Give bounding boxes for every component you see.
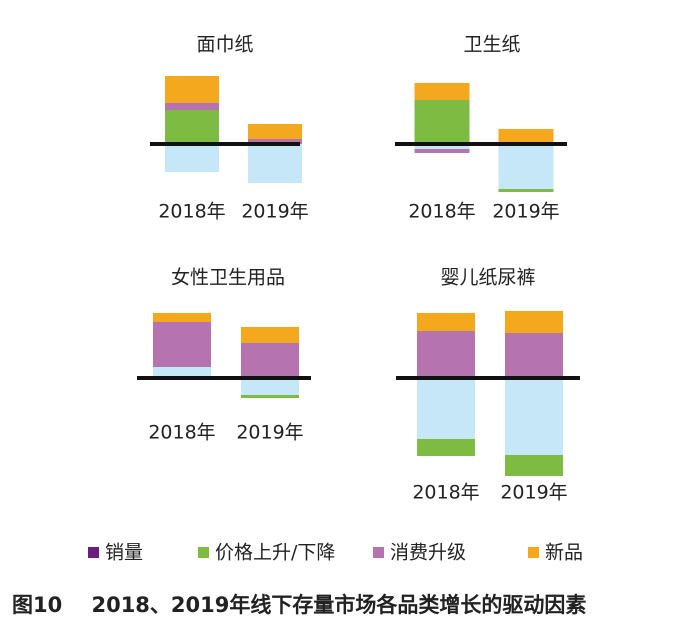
chart-title: 卫生纸 xyxy=(463,34,520,56)
bar-segment xyxy=(498,189,554,192)
legend-swatch xyxy=(88,547,99,558)
x-tick-label: 2019年 xyxy=(241,201,308,223)
chart-title: 婴儿纸尿裤 xyxy=(440,267,535,289)
x-tick-label: 2019年 xyxy=(236,422,303,444)
caption: 图10 2018、2019年线下存量市场各品类增长的驱动因素 xyxy=(12,593,586,617)
legend-label: 价格上升/下降 xyxy=(215,542,335,564)
x-tick-label: 2019年 xyxy=(492,201,559,223)
x-tick-label: 2018年 xyxy=(412,482,479,504)
bar-segment xyxy=(498,129,554,144)
bar-segment xyxy=(417,378,475,439)
legend-swatch xyxy=(528,547,539,558)
x-tick-label: 2018年 xyxy=(408,201,475,223)
legend-label: 销量 xyxy=(105,542,143,564)
bar-segment xyxy=(505,311,563,333)
bar-segment xyxy=(153,313,211,322)
bar-segment xyxy=(417,439,475,456)
legend-label: 消费升级 xyxy=(390,542,466,564)
chart-title: 面巾纸 xyxy=(196,34,253,56)
bar-segment xyxy=(165,103,219,110)
bar-segment xyxy=(241,395,299,398)
bar-segment xyxy=(417,313,475,331)
chart-title: 女性卫生用品 xyxy=(171,267,285,289)
bar-segment xyxy=(241,343,299,378)
bar-segment xyxy=(248,124,302,139)
bar-segment xyxy=(153,322,211,367)
bar-segment xyxy=(414,149,470,153)
bar-segment xyxy=(241,327,299,343)
bar-segment xyxy=(165,144,219,172)
legend-swatch xyxy=(198,547,209,558)
x-tick-label: 2019年 xyxy=(500,482,567,504)
bar-segment xyxy=(248,144,302,183)
bar-segment xyxy=(241,378,299,395)
bar-segment xyxy=(248,139,302,144)
bar-segment xyxy=(165,110,219,144)
bar-segment xyxy=(505,455,563,476)
bar-segment xyxy=(505,333,563,378)
bar-segment xyxy=(498,144,554,189)
bar-segment xyxy=(165,76,219,103)
bar-segment xyxy=(414,100,470,144)
bar-segment xyxy=(414,144,470,149)
bar-segment xyxy=(153,367,211,378)
bar-segment xyxy=(414,83,470,100)
legend-label: 新品 xyxy=(545,542,583,564)
x-tick-label: 2018年 xyxy=(148,422,215,444)
x-tick-label: 2018年 xyxy=(158,201,225,223)
bar-segment xyxy=(505,378,563,455)
bar-segment xyxy=(417,331,475,378)
legend-swatch xyxy=(373,547,384,558)
